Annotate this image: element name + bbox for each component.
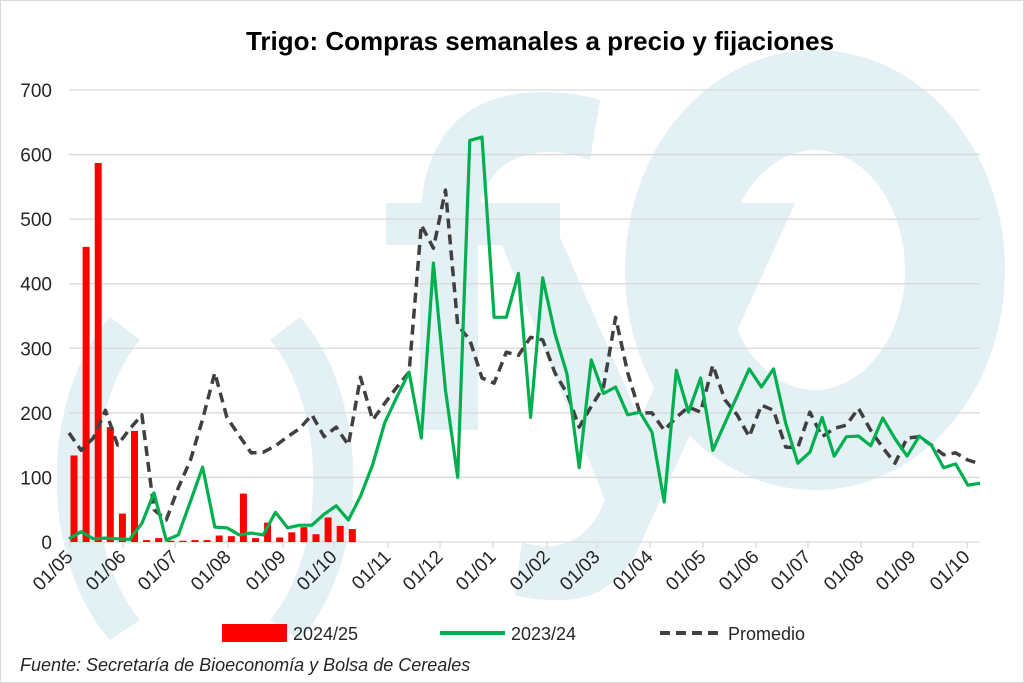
bar-2024-25 [288,532,296,542]
x-tick-label: 01/08 [820,547,868,595]
bar-2024-25 [203,540,211,542]
bar-2024-25 [336,525,344,542]
legend-swatch-2024-25 [222,624,287,642]
x-tick-label: 01/10 [926,547,974,595]
bar-2024-25 [94,162,102,543]
watermark-letter-f [386,92,600,430]
x-tick-label: 01/12 [399,547,447,595]
x-tick-label: 01/09 [242,547,290,595]
bar-2024-25 [155,538,163,542]
x-tick-label: 01/05 [662,547,710,595]
x-tick-label: 01/08 [187,547,235,595]
bar-2024-25 [324,517,332,542]
bar-2024-25 [264,522,272,542]
bar-2024-25 [143,540,151,542]
source-note: Fuente: Secretaría de Bioeconomía y Bols… [20,655,470,675]
y-tick-label: 500 [20,210,52,231]
x-tick-label: 01/01 [452,547,500,595]
x-tick-label: 01/07 [767,547,815,595]
y-tick-label: 700 [20,81,52,102]
watermark-right-paren [270,317,354,640]
bar-2024-25 [191,540,199,542]
x-tick-label: 01/11 [348,547,395,594]
bar-2024-25 [167,540,175,542]
bar-2024-25 [215,535,223,542]
bar-2024-25 [312,534,320,542]
series-line-2023-24 [68,135,981,542]
bar-2024-25 [227,536,235,542]
watermark-left-paren [56,317,140,640]
bar-2024-25 [118,513,126,542]
x-tick-label: 01/06 [715,547,763,595]
bar-2024-25 [300,527,308,542]
bar-2024-25 [276,537,284,542]
y-tick-label: 100 [20,468,52,489]
x-tick-label: 01/09 [872,547,920,595]
y-tick-label: 0 [41,533,52,554]
legend: 2024/25 2023/24 Promedio [222,624,805,644]
legend-label-2023-24: 2023/24 [511,624,576,644]
bar-2024-25 [131,430,138,542]
legend-label-promedio: Promedio [728,624,805,644]
y-tick-label: 600 [20,146,52,167]
x-tick-label: 01/07 [134,547,182,595]
fyo-watermark-logo [56,50,1005,640]
chart-title: Trigo: Compras semanales a precio y fija… [246,26,834,56]
bar-2024-25 [252,538,259,542]
bar-2024-25 [82,246,90,542]
watermark-letter-o [625,50,1005,490]
bar-2024-25 [106,427,114,542]
bar-2024-25 [348,529,356,542]
y-tick-label: 200 [20,404,52,425]
bar-2024-25 [179,540,187,542]
y-tick-label: 300 [20,339,52,360]
bar-2024-25 [239,493,247,542]
legend-label-2024-25: 2024/25 [293,624,358,644]
y-tick-label: 400 [20,275,52,296]
bar-2024-25 [70,455,78,542]
